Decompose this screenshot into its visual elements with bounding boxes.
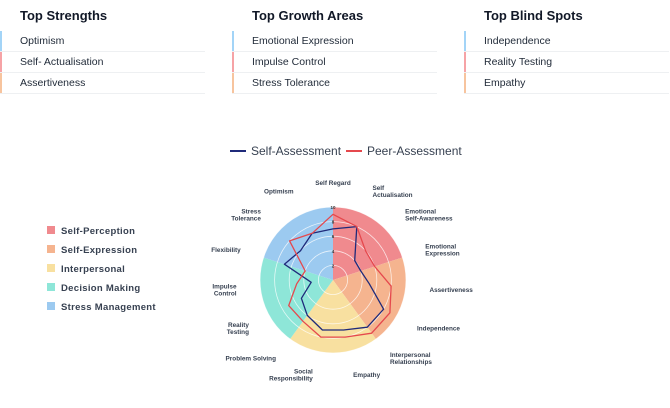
panel-title: Top Blind Spots: [484, 8, 583, 23]
legend-label: Self-Assessment: [251, 144, 342, 158]
axis-label: Self Regard: [315, 180, 351, 187]
list-item: Emotional Expression: [232, 31, 437, 52]
grid-ring: [274, 221, 392, 339]
legend-swatch: [47, 245, 55, 254]
axis-label: Interpersonal Relationships: [390, 352, 432, 366]
list-item: Self- Actualisation: [0, 52, 205, 73]
sector-interpersonal: [290, 280, 376, 353]
legend-label: Peer-Assessment: [367, 144, 462, 158]
grid-ring: [288, 235, 378, 325]
series-self: [283, 225, 385, 331]
legend-item-self-assessment: Self-Assessment: [230, 144, 341, 158]
sector-decision-making: [260, 257, 333, 340]
tick-label: 2: [332, 263, 335, 268]
panel-title: Top Growth Areas: [252, 8, 364, 23]
item-label: Optimism: [20, 35, 65, 47]
accent-bar: [464, 31, 466, 51]
list-item: Independence: [464, 31, 669, 52]
list-item: Assertiveness: [0, 73, 205, 94]
grid-ring: [303, 250, 363, 310]
accent-bar: [232, 31, 234, 51]
grid-ring: [317, 264, 348, 295]
axis-label: Self Actualisation: [372, 185, 412, 199]
legend-item-self-expression: Self-Expression: [47, 241, 156, 260]
sector-self-expression: [333, 257, 406, 340]
tick-label: 6: [332, 234, 335, 239]
axis-label: Emotional Self-Awareness: [405, 208, 453, 222]
list-item: Stress Tolerance: [232, 73, 437, 94]
legend-swatch: [47, 283, 55, 292]
list-item: Reality Testing: [464, 52, 669, 73]
axis-label: Impulse Control: [212, 284, 237, 298]
panel-top-blind-spots: Top Blind Spots Independence Reality Tes…: [464, 8, 669, 94]
legend-item-decision-making: Decision Making: [47, 279, 156, 298]
sector-stress-management: [263, 207, 333, 280]
accent-bar: [0, 31, 2, 51]
axis-label: Emotional Expression: [425, 243, 460, 257]
legend-item-peer-assessment: Peer-Assessment: [346, 144, 462, 158]
item-label: Assertiveness: [20, 77, 86, 89]
accent-bar: [0, 73, 2, 93]
tick-label: 8: [332, 220, 335, 225]
axis-label: Assertiveness: [429, 287, 473, 294]
legend-label: Stress Management: [61, 302, 156, 313]
list-item: Optimism: [0, 31, 205, 52]
accent-bar: [464, 52, 466, 72]
item-label: Stress Tolerance: [252, 77, 331, 89]
series-peer: [288, 213, 392, 338]
axis-label: Independence: [417, 326, 460, 333]
item-label: Self- Actualisation: [20, 56, 104, 68]
axis-label: Stress Tolerance: [231, 208, 261, 222]
axis-label: Reality Testing: [227, 322, 250, 336]
item-label: Independence: [484, 35, 551, 47]
accent-bar: [232, 73, 234, 93]
item-label: Empathy: [484, 77, 526, 89]
legend-swatch: [346, 149, 362, 152]
item-label: Impulse Control: [252, 56, 326, 68]
legend-item-interpersonal: Interpersonal: [47, 260, 156, 279]
legend-item-stress-management: Stress Management: [47, 298, 156, 317]
panel-top-growth-areas: Top Growth Areas Emotional Expression Im…: [232, 8, 437, 94]
accent-bar: [232, 52, 234, 72]
sector-self-perception: [333, 207, 403, 280]
axis-label: Social Responsibility: [269, 368, 313, 382]
accent-bar: [0, 52, 2, 72]
panel-top-strengths: Top Strengths Optimism Self- Actualisati…: [0, 8, 205, 94]
category-legend: Self-Perception Self-Expression Interper…: [47, 222, 156, 317]
list-item: Impulse Control: [232, 52, 437, 73]
axis-label: Problem Solving: [226, 355, 277, 362]
legend-label: Decision Making: [61, 283, 141, 294]
legend-swatch: [47, 226, 55, 235]
legend-swatch: [47, 302, 55, 311]
legend-label: Interpersonal: [61, 264, 126, 275]
grid-ring: [259, 206, 407, 354]
axis-label: Optimism: [264, 188, 294, 195]
accent-bar: [464, 73, 466, 93]
legend-swatch: [230, 149, 246, 152]
list-item: Empathy: [464, 73, 669, 94]
item-label: Reality Testing: [484, 56, 553, 68]
tick-label: 10: [330, 205, 336, 210]
item-label: Emotional Expression: [252, 35, 354, 47]
legend-label: Self-Perception: [61, 226, 136, 237]
panel-title: Top Strengths: [20, 8, 108, 23]
legend-item-self-perception: Self-Perception: [47, 222, 156, 241]
axis-label: Flexibility: [211, 247, 241, 254]
legend-label: Self-Expression: [61, 245, 138, 256]
tick-label: 4: [332, 249, 335, 254]
legend-swatch: [47, 264, 55, 273]
axis-label: Empathy: [353, 372, 380, 379]
